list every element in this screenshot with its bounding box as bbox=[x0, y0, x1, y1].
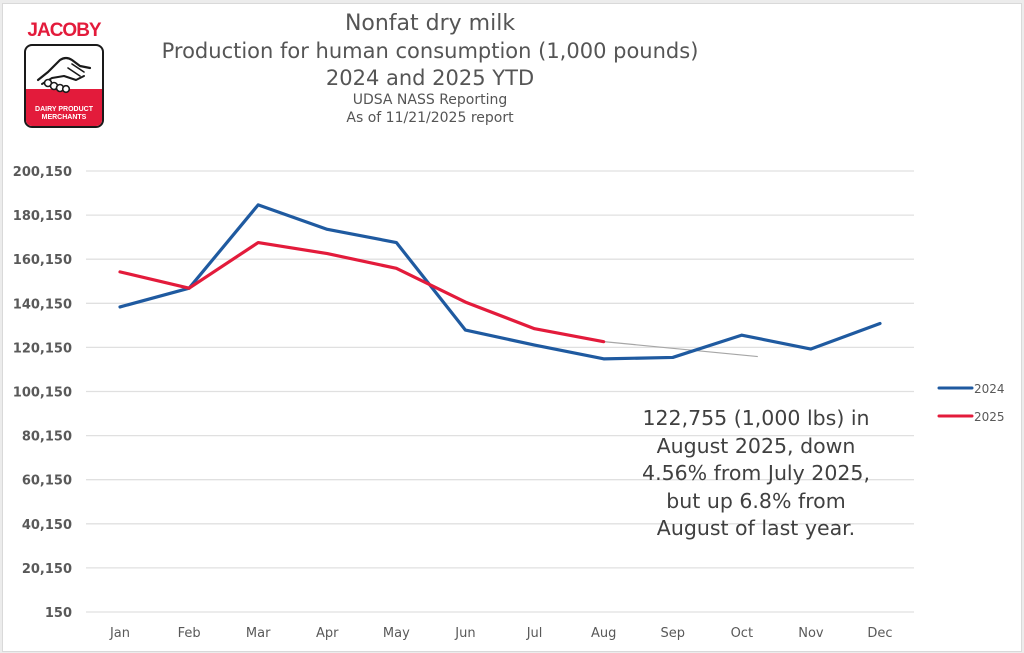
series-line-2025 bbox=[118, 240, 606, 344]
x-tick-label: Aug bbox=[591, 626, 616, 641]
series-line-2024 bbox=[118, 203, 882, 361]
y-tick-label: 100,150 bbox=[13, 386, 72, 401]
logo-tagline-line2: MERCHANTS bbox=[41, 114, 87, 121]
y-tick-label: 140,150 bbox=[13, 297, 72, 312]
y-tick-label: 200,150 bbox=[13, 165, 72, 180]
x-tick-label: Apr bbox=[316, 626, 339, 641]
y-tick-label: 20,150 bbox=[22, 562, 72, 577]
legend: 2024 2025 bbox=[937, 382, 1005, 424]
y-tick-label: 120,150 bbox=[13, 341, 72, 356]
gridlines bbox=[86, 170, 914, 613]
y-axis-ticks: 150 20,150 40,150 60,150 80,150 100,150 120,15… bbox=[13, 165, 72, 621]
annotation-line: 122,755 (1,000 lbs) in bbox=[642, 406, 870, 430]
x-tick-label: Jun bbox=[454, 626, 475, 641]
trendline bbox=[603, 341, 758, 358]
annotation-line: 4.56% from July 2025, bbox=[642, 461, 870, 485]
y-tick-label: 60,150 bbox=[22, 474, 72, 489]
x-tick-label: Mar bbox=[246, 626, 271, 641]
x-tick-label: May bbox=[383, 626, 410, 641]
chart-title: Nonfat dry milk bbox=[344, 11, 516, 36]
chart-titles: Nonfat dry milk Production for human con… bbox=[160, 10, 700, 127]
handshake-icon bbox=[36, 56, 92, 94]
x-tick-label: Feb bbox=[178, 626, 201, 641]
y-tick-label: 150 bbox=[45, 606, 72, 621]
annotation-line: but up 6.8% from bbox=[666, 488, 846, 513]
annotation-line: August of last year. bbox=[656, 516, 856, 540]
x-tick-label: Jul bbox=[526, 626, 543, 641]
logo-tagline-line1: DAIRY PRODUCT bbox=[35, 106, 93, 113]
chart-subtitle-1: Production for human consumption (1,000 … bbox=[161, 39, 699, 63]
legend-label-2024: 2024 bbox=[974, 382, 1005, 396]
trendline-group bbox=[603, 341, 758, 358]
logo-red-band bbox=[26, 89, 102, 126]
x-tick-label: Sep bbox=[660, 626, 685, 641]
chart-report-date: As of 11/21/2025 report bbox=[346, 110, 514, 126]
x-axis-ticks: Jan Feb Mar Apr May Jun Jul Aug Sep Oct Nov Dec bbox=[109, 626, 893, 641]
chart-annotation: 122,755 (1,000 lbs) in August 2025, down… bbox=[596, 405, 916, 543]
chart-subtitle-2: 2024 and 2025 YTD bbox=[325, 66, 535, 90]
x-tick-label: Nov bbox=[798, 626, 824, 641]
series-lines bbox=[118, 203, 882, 361]
legend-label-2025: 2025 bbox=[974, 410, 1005, 424]
y-tick-label: 180,150 bbox=[13, 209, 72, 224]
y-tick-label: 40,150 bbox=[22, 518, 72, 533]
logo-badge: DAIRY PRODUCT MERCHANTS bbox=[24, 44, 104, 128]
chart-source: UDSA NASS Reporting bbox=[352, 92, 508, 108]
jacoby-logo: JACOBY DAIRY PRODUCT MERCHANTS bbox=[22, 20, 106, 128]
x-tick-label: Dec bbox=[867, 626, 892, 641]
annotation-line: August 2025, down bbox=[656, 433, 856, 458]
x-tick-label: Oct bbox=[731, 626, 753, 641]
logo-tagline: DAIRY PRODUCT MERCHANTS bbox=[26, 106, 102, 122]
x-tick-label: Jan bbox=[109, 626, 130, 641]
chart-frame bbox=[2, 3, 1022, 652]
logo-brand: JACOBY bbox=[27, 20, 101, 41]
y-tick-label: 160,150 bbox=[13, 253, 72, 268]
y-tick-label: 80,150 bbox=[22, 430, 72, 445]
